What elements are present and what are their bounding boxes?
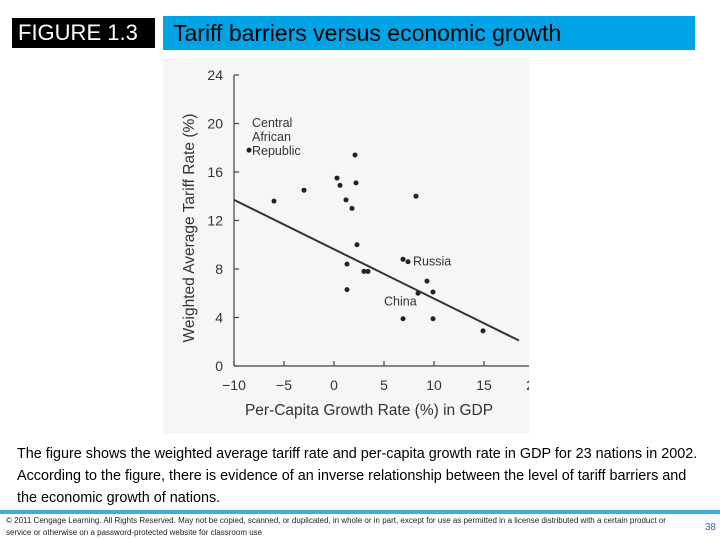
annotation-line: China [384, 294, 417, 308]
annotations: Central African Republic Russia China [252, 116, 451, 308]
y-tick-label: 8 [215, 261, 223, 277]
data-point [354, 242, 360, 248]
y-tick-label: 24 [207, 67, 223, 83]
data-point [349, 205, 355, 211]
data-point [430, 289, 436, 295]
annotation-line: Central [252, 116, 292, 130]
y-tick-label: 20 [207, 116, 223, 132]
trend-line [233, 198, 520, 342]
x-tick-label: −10 [222, 377, 246, 393]
data-point [361, 268, 367, 274]
copyright-notice: © 2011 Cengage Learning. All Rights Rese… [6, 516, 666, 537]
x-tick-label: 20 [526, 377, 529, 393]
y-tick-label: 4 [215, 310, 223, 326]
data-point [430, 316, 436, 322]
y-tick-label: 0 [215, 358, 223, 374]
data-point [400, 316, 406, 322]
x-axis-label: Per-Capita Growth Rate (%) in GDP [245, 402, 493, 419]
annotation-line: Republic [252, 144, 301, 158]
y-tick-label: 16 [207, 164, 223, 180]
y-tick-label: 12 [207, 213, 223, 229]
x-tick-label: 0 [330, 377, 338, 393]
annotation-line: African [252, 130, 291, 144]
data-points [246, 147, 486, 334]
axes: 0 4 8 12 16 20 24 −10 −5 0 5 10 15 20 [207, 67, 529, 393]
trend-line-group [233, 198, 520, 342]
point-annotation: China [384, 294, 417, 308]
x-tick-label: 5 [380, 377, 388, 393]
x-tick-label: 10 [426, 377, 442, 393]
data-point [413, 193, 419, 199]
slide-title: Tariff barriers versus economic growth [163, 16, 695, 50]
caption: The figure shows the weighted average ta… [17, 446, 698, 506]
point-annotation: Central African Republic [252, 116, 301, 158]
data-point [343, 197, 349, 203]
data-point [480, 328, 486, 334]
x-tick-label: 15 [476, 377, 492, 393]
annotation-line: Russia [413, 254, 451, 268]
data-point [246, 147, 252, 153]
data-point [352, 152, 358, 158]
data-point [271, 198, 277, 204]
data-point [337, 182, 343, 188]
y-axis-label: Weighted Average Tariff Rate (%) [181, 114, 198, 343]
data-point [415, 290, 421, 296]
data-point [344, 261, 350, 267]
chart-panel [163, 58, 529, 434]
data-point [400, 256, 406, 262]
data-point [344, 287, 350, 293]
data-point [424, 278, 430, 284]
x-tick-label: −5 [276, 377, 292, 393]
data-point [353, 180, 359, 186]
figure-label: FIGURE 1.3 [12, 18, 155, 48]
point-annotation: Russia [413, 254, 451, 268]
data-point [365, 268, 371, 274]
data-point [334, 175, 340, 181]
data-point [405, 259, 411, 265]
footer-divider [0, 510, 720, 514]
page-number: 38 [704, 522, 716, 533]
data-point [301, 187, 307, 193]
